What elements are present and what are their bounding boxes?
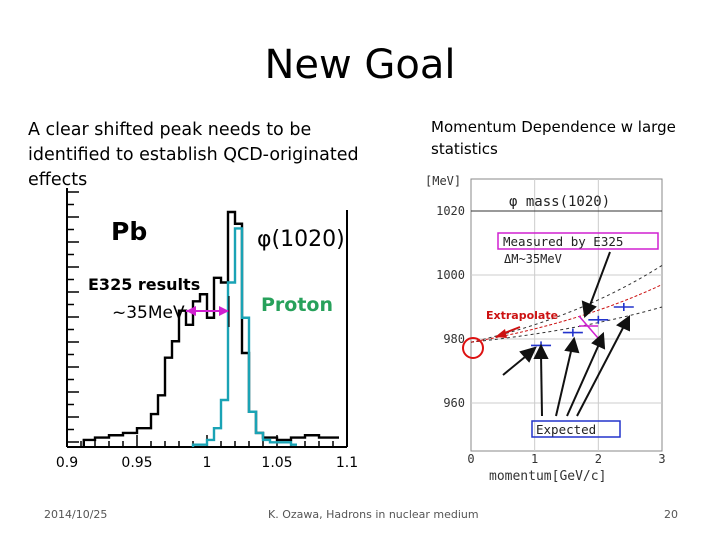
expected-label: Expected: [536, 422, 596, 437]
slide-title: New Goal: [264, 42, 456, 88]
measured-point-marker: [578, 315, 599, 339]
extrapolation-curve: [470, 284, 663, 343]
shift-arrowhead-left: [186, 306, 196, 316]
momentum-x-tick-labels: 0 1 2 3: [467, 452, 665, 466]
footer-date: 2014/10/25: [44, 508, 108, 521]
plot-title: φ mass(1020): [509, 194, 610, 210]
e325-results-label: E325 results: [88, 275, 200, 294]
momentum-y-tick-label: 980: [443, 332, 465, 346]
histogram-x-tick-label: 1: [203, 455, 212, 471]
momentum-plot-grid: [471, 179, 662, 451]
pb-histogram-line: [82, 210, 339, 447]
y-unit-label: [MeV]: [425, 174, 461, 188]
extrapolate-label: Extrapolate: [486, 309, 558, 322]
expected-box: [531, 420, 621, 438]
upper-band-curve: [470, 264, 663, 343]
extrapolate-arrowhead: [495, 329, 507, 338]
measured-data-point: [588, 315, 609, 324]
histogram-x-tick-labels: 0.9 0.95 1 1.05 1.1: [56, 455, 358, 471]
measured-data-point: [562, 328, 583, 337]
histogram-ticks: [66, 191, 348, 447]
proton-histogram-line: [191, 227, 297, 447]
lower-band-curve: [470, 306, 663, 343]
histogram-x-tick-label: 1.1: [336, 455, 358, 471]
histogram-x-tick-label: 0.9: [56, 455, 78, 471]
left-description: A clear shifted peak needs to be identif…: [28, 120, 359, 190]
x-axis-label: momentum[GeV/c]: [489, 469, 606, 484]
slide-number: 20: [664, 508, 678, 521]
momentum-x-tick-label: 0: [467, 452, 474, 466]
footer-author: K. Ozawa, Hadrons in nuclear medium: [268, 508, 479, 521]
measured-data-point: [613, 303, 634, 311]
pointer-arrows: [502, 251, 630, 417]
momentum-plot-frame: [470, 178, 663, 452]
histogram-x-tick-label: 1.05: [261, 455, 292, 471]
shift-arrowhead-right: [219, 306, 229, 316]
zero-momentum-circle: [462, 337, 484, 359]
momentum-y-tick-label: 960: [443, 396, 465, 410]
momentum-x-tick-label: 3: [658, 452, 665, 466]
momentum-y-tick-label: 1020: [436, 204, 465, 218]
histogram-x-tick-label: 0.95: [121, 455, 152, 471]
proton-label: Proton: [261, 294, 333, 316]
measured-label: Measured by E325: [503, 234, 623, 249]
momentum-x-tick-label: 2: [595, 452, 602, 466]
pb-label: Pb: [111, 217, 147, 246]
momentum-y-tick-labels: 960 980 1000 1020: [436, 204, 465, 410]
measured-box: [497, 232, 659, 250]
right-description: Momentum Dependence w large statistics: [431, 118, 676, 158]
momentum-y-tick-label: 1000: [436, 268, 465, 282]
delta-mass-label: ΔM~35MeV: [504, 252, 562, 266]
shift-label: ~35MeV: [112, 303, 185, 323]
momentum-x-tick-label: 1: [531, 452, 538, 466]
phi-label: φ(1020): [257, 227, 345, 252]
